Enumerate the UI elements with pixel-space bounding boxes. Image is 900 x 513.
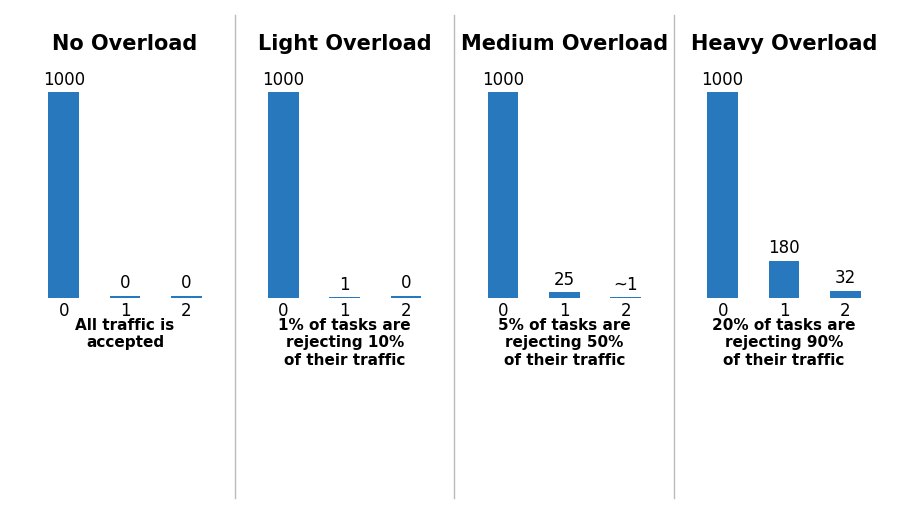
Text: 0: 0: [400, 274, 411, 292]
Text: 1000: 1000: [42, 71, 85, 89]
Text: 5% of tasks are
rejecting 50%
of their traffic: 5% of tasks are rejecting 50% of their t…: [498, 318, 631, 368]
Text: 1000: 1000: [482, 71, 524, 89]
Bar: [830, 291, 860, 298]
Text: 180: 180: [768, 239, 800, 257]
Bar: [171, 296, 202, 298]
Bar: [549, 292, 580, 298]
Title: Heavy Overload: Heavy Overload: [691, 34, 878, 54]
Text: 1% of tasks are
rejecting 10%
of their traffic: 1% of tasks are rejecting 10% of their t…: [278, 318, 411, 368]
Bar: [769, 261, 799, 298]
Bar: [707, 92, 738, 298]
Title: Light Overload: Light Overload: [258, 34, 431, 54]
Title: No Overload: No Overload: [52, 34, 198, 54]
Text: 32: 32: [834, 269, 856, 287]
Text: 1: 1: [339, 275, 350, 293]
Bar: [391, 296, 421, 298]
Text: All traffic is
accepted: All traffic is accepted: [76, 318, 175, 350]
Bar: [110, 296, 140, 298]
Title: Medium Overload: Medium Overload: [461, 34, 668, 54]
Text: 25: 25: [554, 271, 575, 289]
Text: 0: 0: [120, 274, 130, 292]
Text: 1000: 1000: [262, 71, 304, 89]
Text: 1000: 1000: [702, 71, 743, 89]
Text: 0: 0: [181, 274, 192, 292]
Bar: [488, 92, 518, 298]
Text: 20% of tasks are
rejecting 90%
of their traffic: 20% of tasks are rejecting 90% of their …: [712, 318, 856, 368]
Bar: [49, 92, 79, 298]
Text: ~1: ~1: [613, 275, 638, 293]
Bar: [268, 92, 299, 298]
